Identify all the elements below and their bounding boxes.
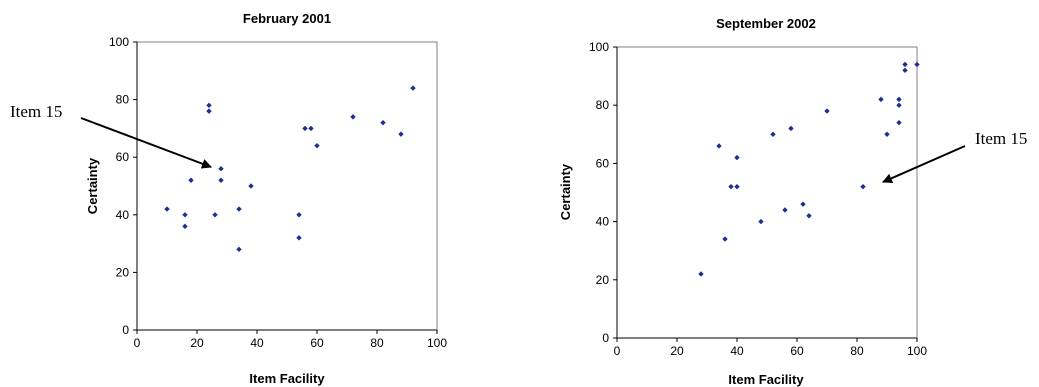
data-point — [188, 177, 194, 183]
y-axis-label: Certainty — [558, 163, 573, 220]
x-tick-label: 20 — [190, 336, 204, 350]
chart-february-2001: February 2001 0 20 40 60 80 100 0 20 40 60 80 100 I… — [10, 11, 447, 386]
data-point — [698, 271, 704, 277]
y-tick-label: 40 — [116, 208, 130, 222]
data-point — [410, 85, 416, 91]
data-point — [914, 61, 920, 68]
data-point — [896, 102, 902, 108]
data-point — [398, 131, 404, 137]
data-point — [248, 183, 254, 189]
data-point — [722, 236, 728, 242]
y-tick-label: 60 — [116, 150, 130, 164]
data-point — [884, 131, 890, 137]
data-point — [902, 67, 908, 73]
y-tick-label: 80 — [116, 93, 130, 107]
data-point — [212, 212, 218, 218]
x-tick-label: 0 — [614, 344, 621, 358]
data-point — [308, 125, 314, 132]
data-point — [296, 235, 302, 241]
data-point — [236, 246, 242, 253]
data-point — [296, 212, 302, 218]
data-point — [164, 206, 170, 212]
y-tick-label: 80 — [596, 98, 610, 112]
data-point — [824, 108, 830, 114]
y-tick-label: 40 — [596, 215, 610, 229]
data-point — [788, 125, 794, 132]
data-point — [380, 119, 386, 126]
y-tick-label: 60 — [596, 156, 610, 170]
data-point — [218, 166, 224, 172]
x-tick-label: 80 — [370, 336, 384, 350]
data-point — [236, 206, 242, 212]
y-tick-label: 20 — [116, 265, 130, 279]
y-tick-label: 20 — [596, 273, 610, 287]
data-point — [302, 125, 308, 132]
x-tick-label: 60 — [790, 344, 804, 358]
point-group — [164, 85, 416, 253]
item-15-arrow — [80, 117, 212, 169]
y-tick-label: 100 — [589, 40, 609, 54]
y-tick-label: 0 — [122, 323, 129, 337]
plot-area — [616, 46, 918, 339]
data-point — [350, 114, 356, 120]
y-tick-label: 0 — [602, 331, 609, 345]
data-point — [878, 96, 884, 103]
y-axis-label: Certainty — [85, 157, 100, 214]
x-tick-label: 100 — [427, 336, 447, 350]
data-point — [758, 218, 764, 225]
chart-title: February 2001 — [243, 11, 331, 26]
data-point — [716, 143, 722, 149]
x-tick-label: 100 — [907, 344, 927, 358]
data-point — [734, 154, 740, 161]
chart-september-2002: September 2002 0 20 40 60 80 100020406080100 … — [558, 16, 1027, 387]
item-15-arrow — [882, 145, 966, 183]
data-point — [860, 183, 866, 190]
item-15-label: Item 15 — [975, 129, 1027, 148]
x-tick-label: 60 — [310, 336, 324, 350]
x-axis-label: Item Facility — [249, 371, 325, 386]
x-axis-label: Item Facility — [728, 372, 804, 387]
data-point — [182, 223, 188, 230]
data-point — [770, 131, 776, 137]
item-15-label: Item 15 — [10, 102, 62, 121]
y-tick-label: 100 — [109, 35, 129, 49]
data-point — [800, 201, 806, 207]
x-tick-label: 20 — [670, 344, 684, 358]
data-point — [314, 142, 320, 149]
data-point — [218, 177, 224, 183]
x-tick-label: 40 — [730, 344, 744, 358]
data-point — [782, 207, 788, 213]
x-tick-label: 80 — [850, 344, 864, 358]
x-tick-label: 40 — [250, 336, 264, 350]
x-tick-label: 0 — [134, 336, 141, 350]
data-point — [206, 102, 212, 109]
point-group — [698, 61, 920, 277]
plot-area — [136, 41, 438, 331]
data-point — [734, 183, 740, 190]
data-point — [728, 183, 734, 190]
data-point — [902, 61, 908, 68]
data-point — [896, 96, 902, 103]
data-point — [806, 213, 812, 219]
tick-group: 0 20 40 60 80 100 0 20 40 60 80 100 — [589, 40, 927, 358]
data-point — [182, 212, 188, 218]
chart-title: September 2002 — [716, 16, 816, 31]
data-point — [896, 119, 902, 126]
tick-group: 0 20 40 60 80 100 0 20 40 60 80 100 — [109, 35, 447, 350]
data-point — [206, 108, 212, 114]
